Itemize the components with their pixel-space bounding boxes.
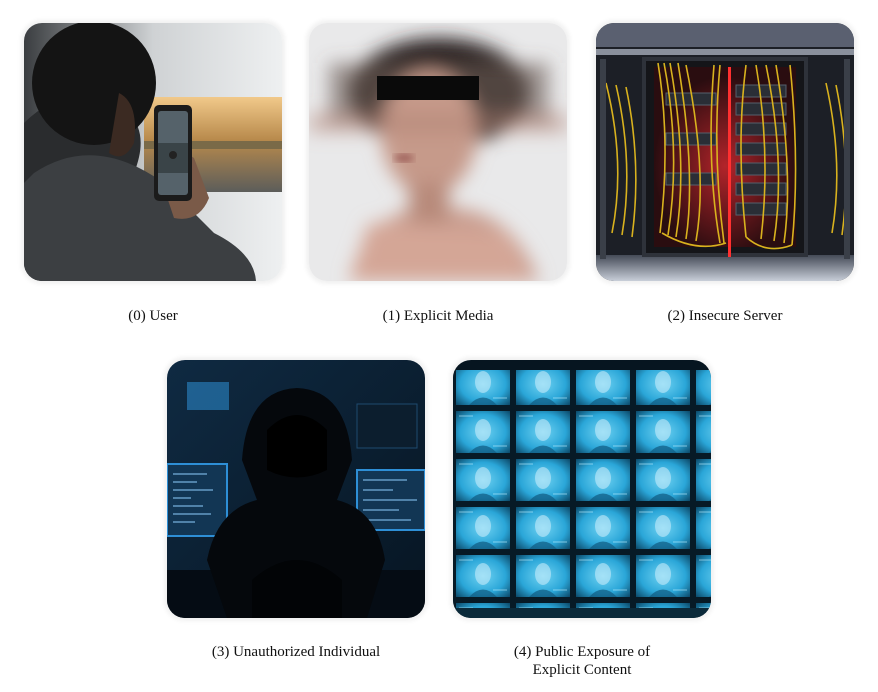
panel-user-image (24, 23, 282, 281)
person-with-phone-icon (24, 23, 282, 281)
panel-caption-public-exposure: (4) Public Exposure of Explicit Content (513, 644, 651, 678)
hooded-hacker-icon (167, 360, 425, 618)
panel-caption-user: (0) User (128, 308, 178, 324)
panel-public-exposure-image (453, 360, 711, 618)
panel-caption-unauthorized-individual: (3) Unauthorized Individual (211, 644, 381, 660)
panel-explicit-media-image (309, 23, 567, 281)
panel-caption-explicit-media: (1) Explicit Media (382, 308, 494, 324)
server-rack-icon (596, 23, 854, 281)
panel-insecure-server-image (596, 23, 854, 281)
panel-unauthorized-individual-image (167, 360, 425, 618)
panel-caption-insecure-server: (2) Insecure Server (667, 308, 783, 324)
blurred-censored-person-icon (309, 23, 567, 281)
screen-wall-icon (453, 360, 711, 618)
